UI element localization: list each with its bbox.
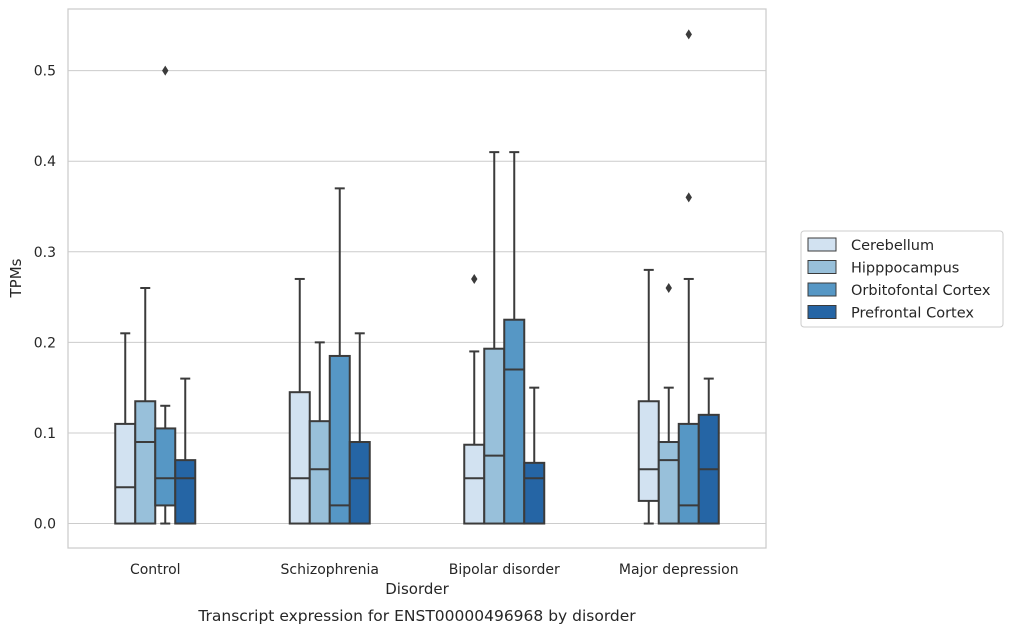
box [523, 461, 546, 525]
x-tick-label: Bipolar disorder [449, 562, 560, 578]
x-tick-label: Major depression [619, 562, 739, 578]
legend: Cerebellum Hipppocampus Orbitofontal Corte… [800, 230, 1004, 328]
x-tick-labels: Control Schizophrenia Bipolar disorder Majo… [130, 562, 739, 578]
box [114, 422, 137, 525]
y-tick-labels: 0.0 0.1 0.2 0.3 0.4 0.5 [34, 64, 56, 533]
y-tick-label: 0.0 [34, 517, 56, 533]
outlier-point [685, 192, 692, 203]
box [677, 422, 700, 525]
box [174, 459, 197, 525]
box-group [463, 151, 546, 525]
box [483, 347, 506, 525]
y-tick-label: 0.2 [34, 335, 56, 351]
legend-frame [800, 230, 1004, 328]
legend-entry: Prefrontal Cortex [851, 306, 974, 322]
box [637, 400, 660, 502]
y-tick-label: 0.1 [34, 426, 56, 442]
x-tick-label: Control [130, 562, 181, 578]
y-tick-label: 0.4 [34, 154, 56, 170]
box [308, 420, 331, 525]
y-tick-label: 0.3 [34, 245, 56, 261]
box [328, 354, 351, 525]
x-axis-title: Disorder [385, 580, 449, 598]
legend-entry: Orbitofontal Cortex [851, 283, 991, 299]
box [348, 441, 371, 525]
box [463, 443, 486, 525]
outlier-point [162, 65, 169, 76]
box-group [637, 29, 720, 525]
chart-caption: Transcript expression for ENST0000049696… [197, 607, 636, 625]
box [288, 391, 311, 525]
box [503, 318, 526, 525]
legend-entry: Cerebellum [851, 238, 934, 254]
box-groups [114, 29, 720, 525]
box [154, 427, 177, 507]
y-tick-label: 0.5 [34, 64, 56, 80]
plot-frame [67, 8, 767, 549]
box-group [288, 187, 371, 525]
box [134, 400, 157, 525]
outlier-point [665, 283, 672, 294]
legend-swatch [807, 305, 837, 319]
outlier-point [471, 273, 478, 284]
legend-swatch [807, 237, 837, 252]
box [657, 441, 680, 525]
x-tick-label: Schizophrenia [281, 562, 379, 578]
outlier-point [685, 29, 692, 40]
box-group [114, 65, 197, 525]
legend-entry: Hipppocampus [851, 261, 959, 277]
legend-swatch [807, 282, 837, 297]
legend-swatch [807, 260, 837, 274]
y-axis-title: TPMs [7, 258, 25, 298]
